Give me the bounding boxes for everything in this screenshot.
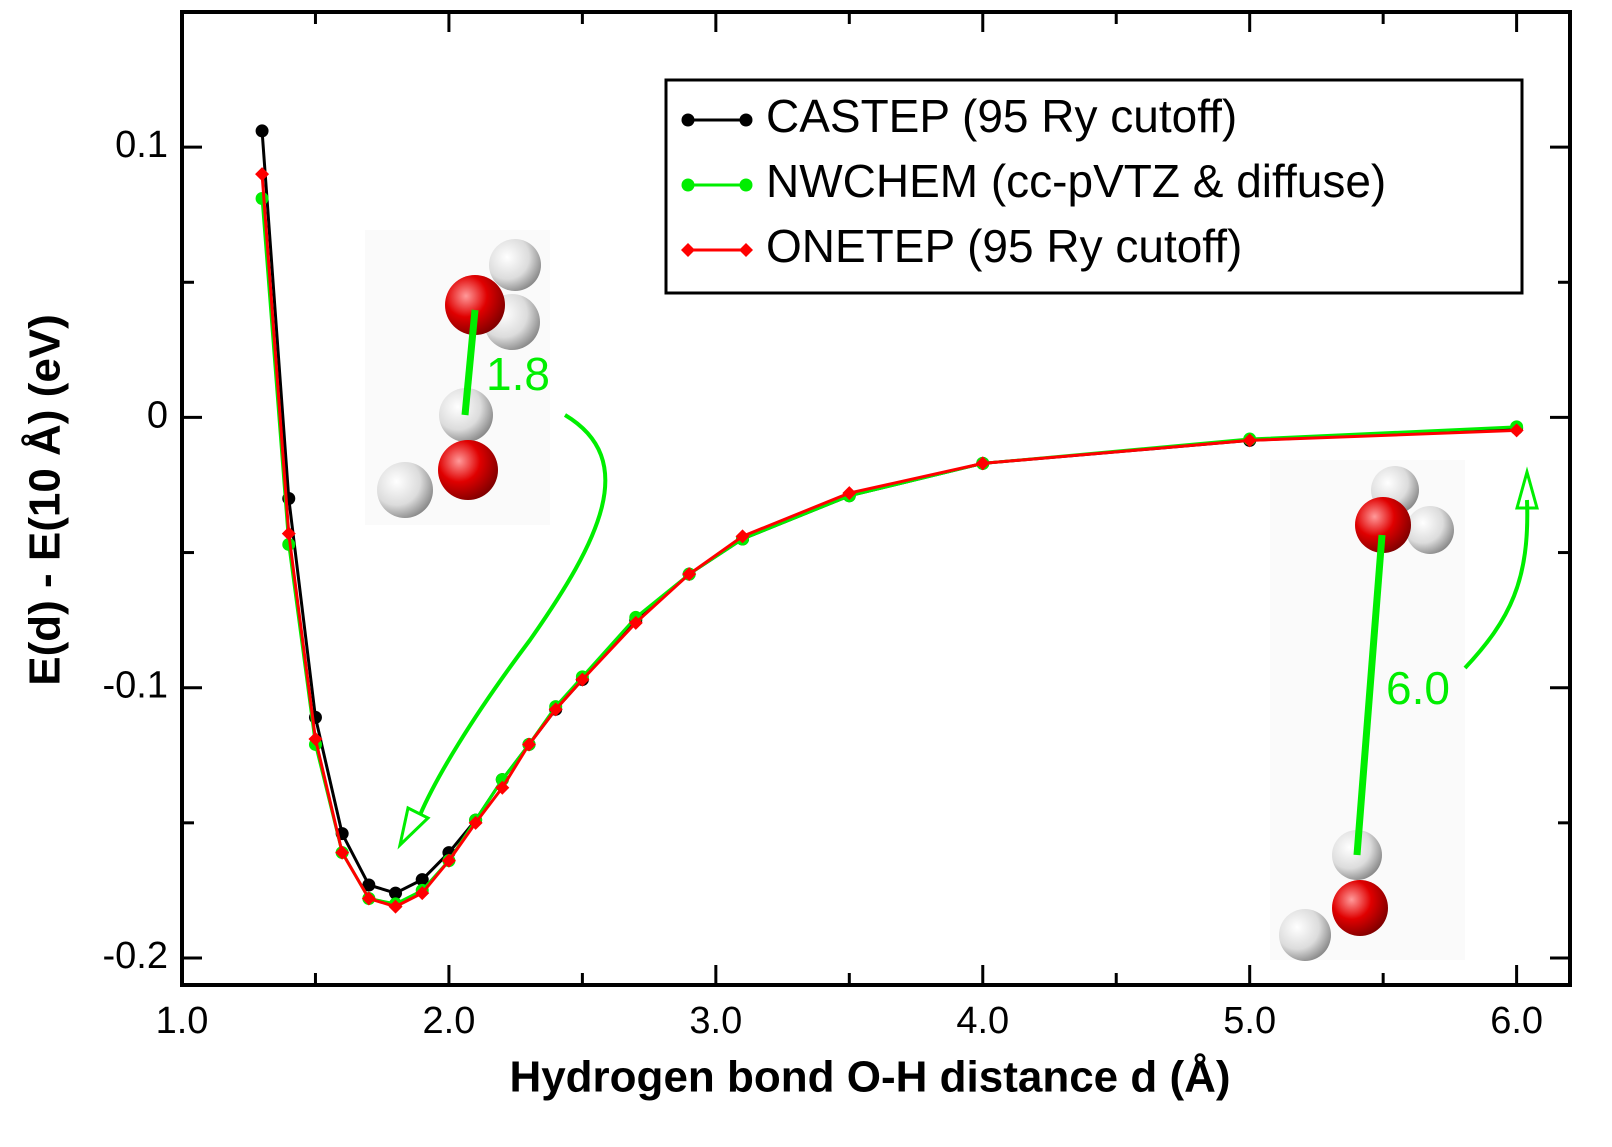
legend-frame bbox=[664, 78, 1524, 295]
y-tick-label: 0 bbox=[147, 394, 168, 436]
marker bbox=[388, 899, 403, 914]
marker bbox=[415, 873, 429, 887]
y-axis-label: E(d) - E(10 Å) (eV) bbox=[21, 314, 70, 686]
marker bbox=[681, 113, 695, 127]
marker bbox=[255, 124, 269, 138]
marker bbox=[1509, 423, 1524, 438]
annotation-arrows bbox=[397, 309, 1539, 856]
marker bbox=[548, 702, 563, 717]
marker bbox=[495, 780, 510, 795]
legend-label: CASTEP (95 Ry cutoff) bbox=[766, 90, 1237, 142]
marker bbox=[335, 845, 350, 860]
y-tick-label: -0.2 bbox=[103, 935, 168, 977]
marker bbox=[975, 456, 990, 471]
y-tick-label: -0.1 bbox=[103, 665, 168, 707]
marker bbox=[739, 243, 753, 257]
marker bbox=[682, 567, 697, 582]
series-line bbox=[260, 174, 1517, 909]
marker bbox=[281, 526, 296, 541]
plot-frame bbox=[180, 10, 1572, 987]
annotation: 6.0 bbox=[1386, 662, 1450, 714]
marker bbox=[522, 737, 536, 752]
x-tick-label: 4.0 bbox=[956, 1000, 1009, 1042]
marker bbox=[575, 672, 590, 687]
molecule-illustration bbox=[365, 230, 550, 525]
marker bbox=[842, 486, 857, 501]
legend-label: NWCHEM (cc-pVTZ & diffuse) bbox=[766, 155, 1386, 207]
marker bbox=[415, 886, 430, 901]
x-tick-label: 1.0 bbox=[156, 1000, 209, 1042]
x-tick-label: 2.0 bbox=[423, 1000, 476, 1042]
marker bbox=[255, 167, 270, 182]
marker bbox=[735, 529, 750, 544]
marker bbox=[681, 178, 695, 192]
marker bbox=[362, 878, 376, 892]
marker bbox=[468, 815, 483, 830]
marker bbox=[441, 853, 456, 868]
x-tick-label: 3.0 bbox=[689, 1000, 742, 1042]
marker bbox=[739, 178, 753, 192]
marker bbox=[361, 891, 376, 906]
marker bbox=[681, 243, 695, 257]
x-tick-label: 6.0 bbox=[1490, 1000, 1543, 1042]
plot-area bbox=[255, 124, 1524, 914]
marker bbox=[389, 886, 403, 900]
marker bbox=[628, 615, 643, 630]
legend: CASTEP (95 Ry cutoff) NWCHEM (cc-pVTZ & d… bbox=[664, 78, 1524, 295]
annotation: 1.8 bbox=[486, 348, 550, 400]
marker bbox=[1242, 433, 1257, 448]
y-tick-label: 0.1 bbox=[115, 124, 168, 166]
marker bbox=[308, 732, 323, 747]
marker bbox=[739, 113, 753, 127]
x-axis-label: Hydrogen bond O-H distance d (Å) bbox=[509, 1053, 1230, 1102]
x-tick-label: 5.0 bbox=[1223, 1000, 1276, 1042]
legend-label: ONETEP (95 Ry cutoff) bbox=[766, 220, 1242, 272]
